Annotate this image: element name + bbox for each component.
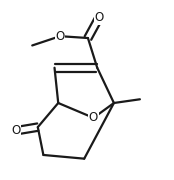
Text: O: O bbox=[56, 30, 65, 43]
Text: O: O bbox=[11, 124, 20, 137]
Text: O: O bbox=[94, 11, 104, 24]
Text: O: O bbox=[89, 111, 98, 124]
